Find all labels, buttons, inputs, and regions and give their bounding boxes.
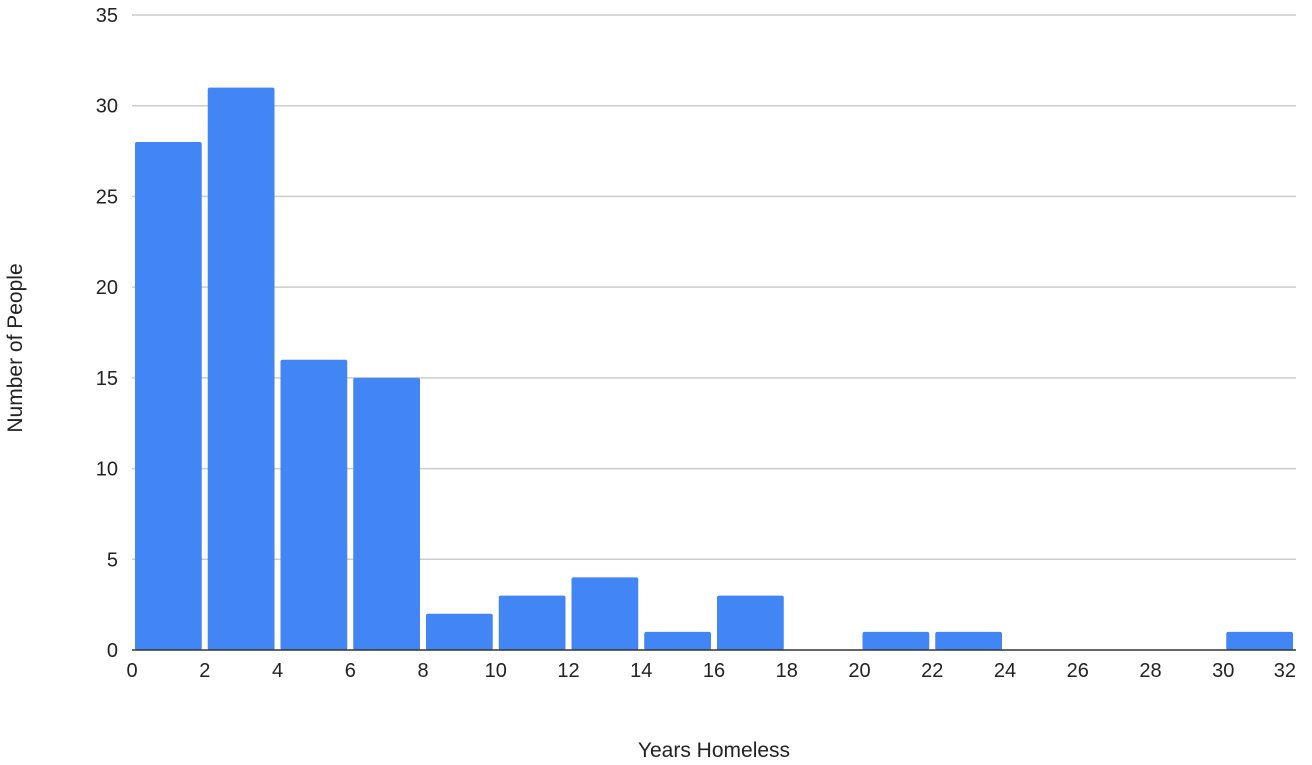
- y-tick-label: 35: [96, 5, 118, 27]
- x-tick-label: 0: [126, 660, 137, 682]
- x-axis-title: Years Homeless: [638, 739, 790, 762]
- y-axis-title: Number of People: [4, 263, 27, 432]
- x-tick-label: 6: [345, 660, 356, 682]
- x-tick-label: 18: [776, 660, 798, 682]
- x-tick-label: 16: [703, 660, 725, 682]
- bars: [135, 87, 1293, 651]
- x-tick-label: 32: [1274, 660, 1296, 682]
- x-tick-label: 26: [1067, 660, 1089, 682]
- histogram-bar: [280, 359, 348, 650]
- x-tick-label: 2: [199, 660, 210, 682]
- x-tick-label: 8: [417, 660, 428, 682]
- x-tick-label: 14: [630, 660, 652, 682]
- x-tick-label: 20: [848, 660, 870, 682]
- y-tick-label: 25: [96, 186, 118, 208]
- histogram-bar: [1226, 631, 1293, 650]
- y-tick-label: 30: [96, 96, 118, 118]
- x-tick-label: 22: [921, 660, 943, 682]
- x-tick-label: 4: [272, 660, 283, 682]
- histogram-bar: [135, 142, 202, 650]
- histogram-bar: [862, 631, 930, 650]
- x-tick-label: 24: [994, 660, 1016, 682]
- histogram-bar: [571, 577, 639, 650]
- x-tick-labels: 0 2 4 6 8 10 12 14 16 18 20 22 24 26 28 30 32: [126, 660, 1296, 682]
- x-tick-label: 30: [1212, 660, 1234, 682]
- histogram-bar: [935, 631, 1002, 650]
- histogram-bar: [207, 87, 275, 651]
- x-tick-label: 10: [485, 660, 507, 682]
- histogram-bar: [426, 613, 493, 650]
- x-tick-label: 12: [557, 660, 579, 682]
- x-tick-label: 28: [1139, 660, 1161, 682]
- y-tick-label: 15: [96, 368, 118, 390]
- histogram-bar: [353, 377, 420, 650]
- histogram-bar: [498, 595, 566, 650]
- y-tick-label: 20: [96, 277, 118, 299]
- histogram-bar: [717, 595, 784, 650]
- y-tick-label: 10: [96, 459, 118, 481]
- y-tick-label: 0: [107, 640, 118, 662]
- y-tick-label: 5: [107, 549, 118, 571]
- y-tick-labels: 0 5 10 15 20 25 30 35: [96, 5, 118, 662]
- histogram-bar: [644, 631, 711, 650]
